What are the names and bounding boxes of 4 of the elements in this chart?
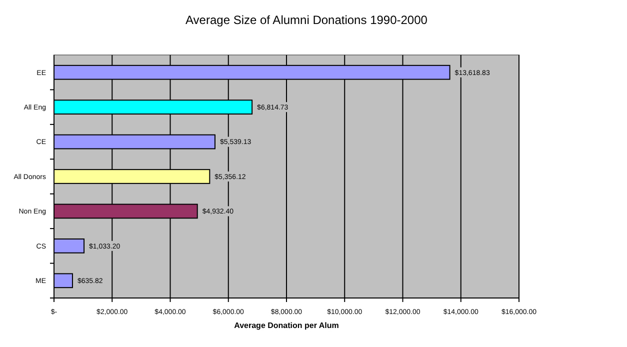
bar [54, 238, 85, 254]
bar [54, 273, 73, 288]
x-axis-title: Average Donation per Alum [234, 321, 339, 330]
chart-title: Average Size of Alumni Donations 1990-2000 [186, 13, 428, 27]
